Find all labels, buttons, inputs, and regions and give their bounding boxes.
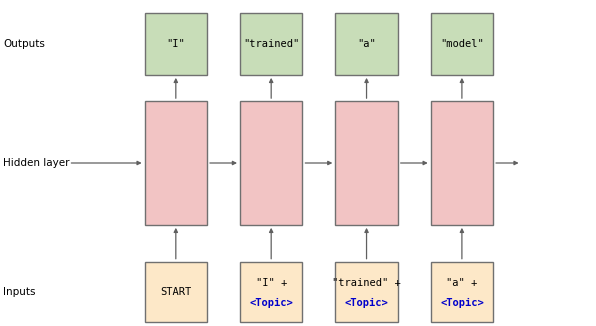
Bar [144,261,207,322]
Text: "I": "I" [166,39,185,49]
Bar [430,261,493,322]
Text: Outputs: Outputs [3,39,45,49]
Text: START: START [160,287,191,297]
Text: <Topic>: <Topic> [249,298,293,308]
Bar [335,101,398,225]
Text: <Topic>: <Topic> [344,298,389,308]
Bar [240,13,303,75]
Bar [240,101,303,225]
Bar [430,13,493,75]
Bar [240,261,303,322]
Text: "model": "model" [440,39,484,49]
Bar [335,261,398,322]
Text: Hidden layer: Hidden layer [3,158,70,168]
Bar [144,13,207,75]
Bar [144,101,207,225]
Text: "a" +: "a" + [446,278,477,288]
Text: "trained" +: "trained" + [332,278,401,288]
Text: "trained": "trained" [243,39,299,49]
Bar [335,13,398,75]
Text: "I" +: "I" + [256,278,287,288]
Bar [430,101,493,225]
Text: <Topic>: <Topic> [440,298,484,308]
Text: Inputs: Inputs [3,287,36,297]
Text: "a": "a" [357,39,376,49]
